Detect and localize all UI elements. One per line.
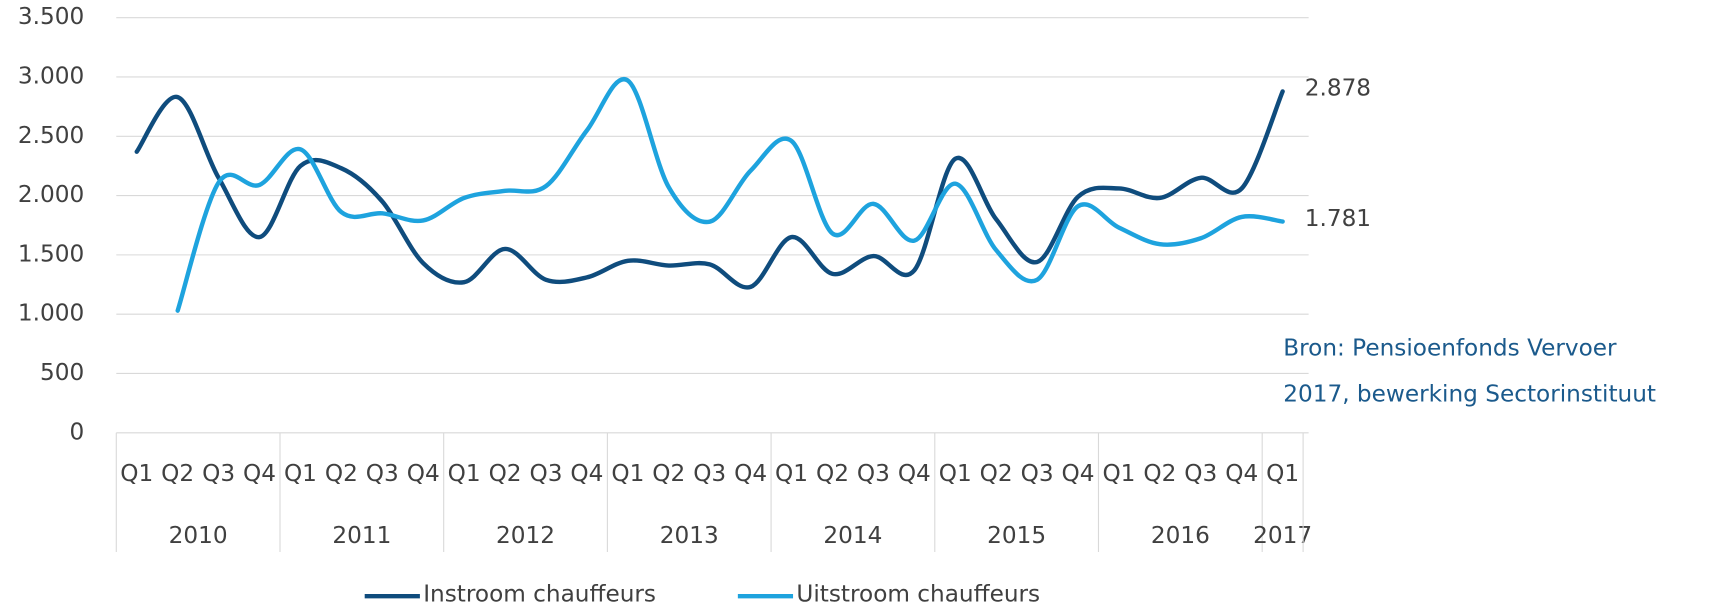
y-tick-label: 2.500 bbox=[18, 122, 84, 149]
x-tick-label: Q1 bbox=[120, 460, 153, 487]
x-group-label: 2010 bbox=[169, 522, 228, 549]
source-line: Bron: Pensioenfonds Vervoer bbox=[1283, 334, 1617, 361]
y-tick-label: 0 bbox=[70, 418, 85, 445]
x-tick-label: Q3 bbox=[693, 460, 726, 487]
y-tick-label: 1.500 bbox=[18, 240, 84, 267]
x-tick-label: Q3 bbox=[857, 460, 890, 487]
x-group-label: 2013 bbox=[660, 522, 719, 549]
data-label: 2.878 bbox=[1305, 75, 1371, 102]
x-group-label: 2015 bbox=[987, 522, 1046, 549]
x-tick-label: Q1 bbox=[284, 460, 317, 487]
y-tick-label: 3.500 bbox=[18, 3, 84, 30]
series-line bbox=[175, 77, 1285, 313]
x-tick-label: Q3 bbox=[202, 460, 235, 487]
legend-label: Uitstroom chauffeurs bbox=[796, 581, 1040, 605]
x-tick-label: Q2 bbox=[816, 460, 849, 487]
x-tick-label: Q1 bbox=[939, 460, 972, 487]
y-tick-label: 500 bbox=[40, 359, 84, 386]
x-tick-label: Q3 bbox=[1184, 460, 1217, 487]
legend-label: Instroom chauffeurs bbox=[423, 581, 656, 605]
x-group-label: 2017 bbox=[1253, 522, 1312, 549]
x-tick-label: Q4 bbox=[1225, 460, 1258, 487]
x-tick-label: Q4 bbox=[570, 460, 603, 487]
x-tick-label: Q3 bbox=[366, 460, 399, 487]
series-line bbox=[134, 89, 1285, 290]
x-tick-label: Q1 bbox=[1266, 460, 1299, 487]
x-tick-label: Q1 bbox=[611, 460, 644, 487]
x-tick-label: Q2 bbox=[489, 460, 522, 487]
x-tick-label: Q4 bbox=[898, 460, 931, 487]
x-tick-label: Q4 bbox=[407, 460, 440, 487]
y-tick-label: 3.000 bbox=[18, 62, 84, 89]
x-tick-label: Q2 bbox=[980, 460, 1013, 487]
x-tick-label: Q3 bbox=[1021, 460, 1054, 487]
x-tick-label: Q2 bbox=[325, 460, 358, 487]
x-tick-label: Q2 bbox=[1143, 460, 1176, 487]
x-tick-label: Q2 bbox=[161, 460, 194, 487]
y-tick-label: 1.000 bbox=[18, 300, 84, 327]
x-group-label: 2012 bbox=[496, 522, 555, 549]
x-tick-label: Q4 bbox=[734, 460, 767, 487]
x-tick-label: Q2 bbox=[652, 460, 685, 487]
x-tick-label: Q4 bbox=[243, 460, 276, 487]
source-line: 2017, bewerking Sectorinstituut bbox=[1283, 381, 1656, 408]
x-tick-label: Q1 bbox=[775, 460, 808, 487]
y-tick-label: 2.000 bbox=[18, 181, 84, 208]
x-group-label: 2011 bbox=[332, 522, 391, 549]
data-label: 1.781 bbox=[1305, 205, 1371, 232]
x-tick-label: Q3 bbox=[530, 460, 563, 487]
x-tick-label: Q1 bbox=[448, 460, 481, 487]
x-group-label: 2016 bbox=[1151, 522, 1210, 549]
x-tick-label: Q1 bbox=[1102, 460, 1135, 487]
x-group-label: 2014 bbox=[823, 522, 882, 549]
x-tick-label: Q4 bbox=[1062, 460, 1095, 487]
